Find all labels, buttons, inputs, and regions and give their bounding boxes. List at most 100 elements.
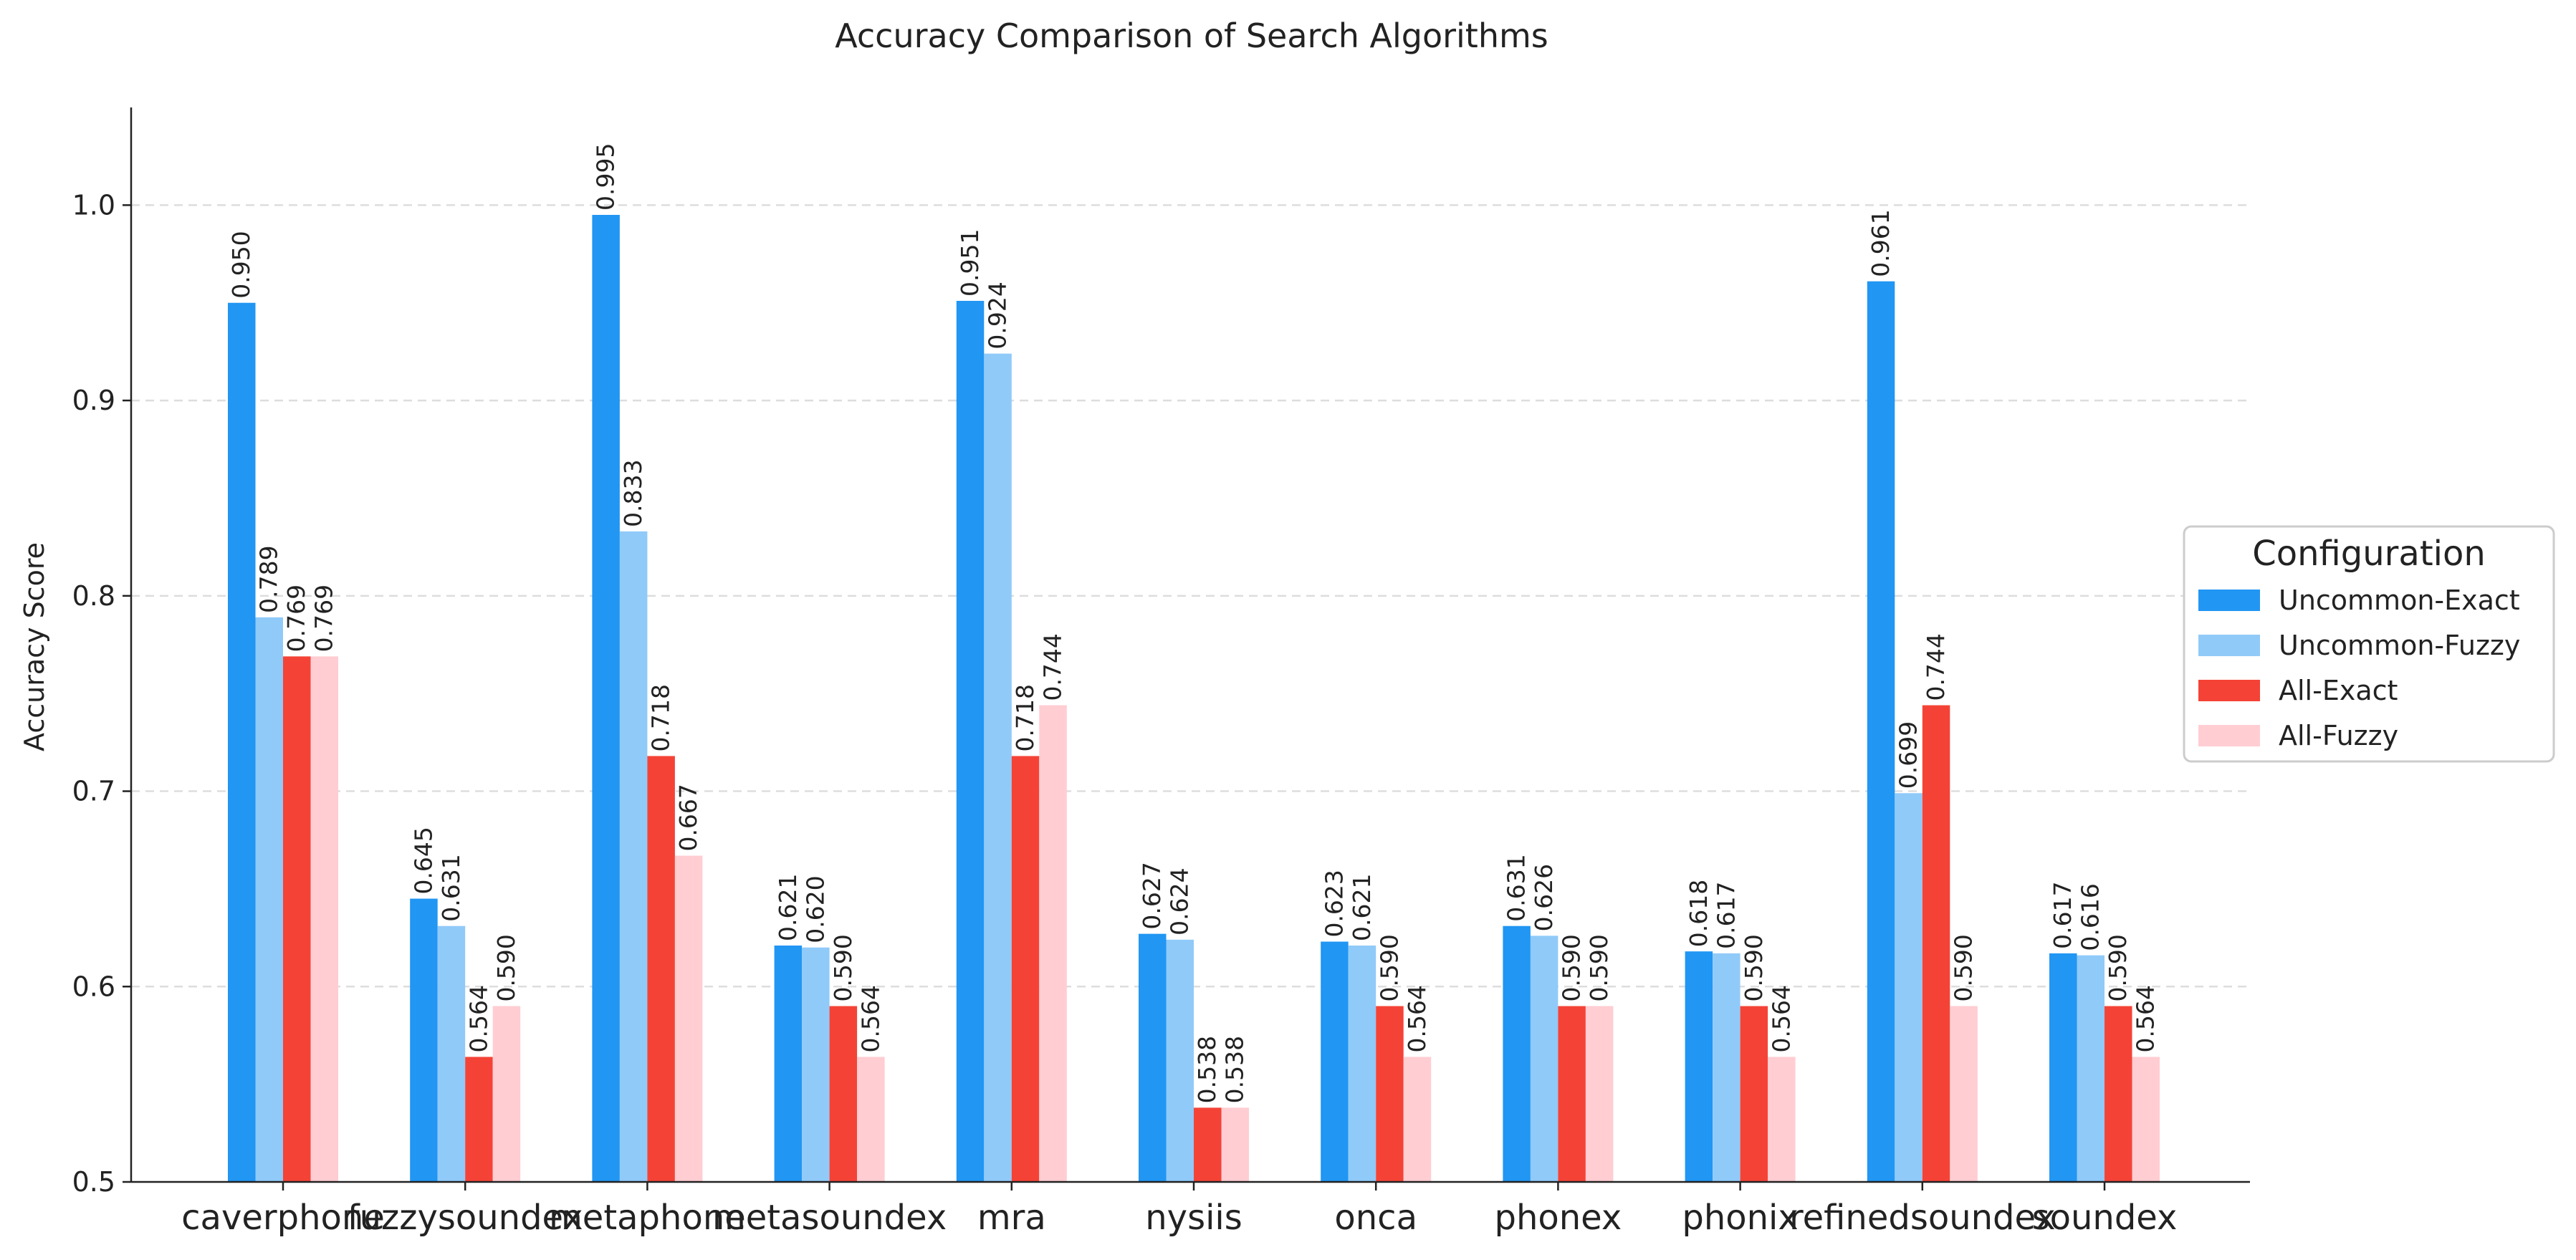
legend-label: Uncommon-Exact — [2279, 585, 2520, 616]
bar-all-exact-nysiis — [1194, 1107, 1222, 1182]
bar-all-fuzzy-nysiis — [1221, 1107, 1249, 1182]
bar-uncommon-fuzzy-caverphone — [255, 617, 283, 1182]
value-label: 0.538 — [1221, 1036, 1249, 1103]
bar-uncommon-exact-refinedsoundex — [1867, 281, 1895, 1182]
value-label: 0.789 — [255, 545, 283, 612]
value-label: 0.590 — [2104, 934, 2132, 1001]
bar-all-fuzzy-caverphone — [310, 656, 338, 1182]
bars — [228, 215, 2160, 1182]
bar-uncommon-exact-soundex — [2049, 953, 2077, 1182]
value-label: 0.833 — [619, 459, 647, 526]
bar-uncommon-fuzzy-fuzzysoundex — [437, 925, 466, 1182]
bar-uncommon-exact-caverphone — [228, 302, 256, 1182]
y-tick-label: 0.5 — [72, 1166, 115, 1198]
x-tick-label: metaphone — [549, 1198, 746, 1238]
value-label: 0.564 — [2132, 985, 2160, 1052]
value-label: 0.590 — [1950, 934, 1978, 1001]
bar-all-fuzzy-onca — [1403, 1057, 1432, 1182]
value-label: 0.924 — [984, 282, 1012, 349]
bar-uncommon-fuzzy-metasoundex — [802, 947, 830, 1182]
value-label: 0.769 — [282, 585, 310, 652]
value-label: 0.564 — [1403, 985, 1431, 1052]
legend-label: All-Fuzzy — [2279, 720, 2398, 751]
bar-uncommon-exact-metaphone — [592, 215, 620, 1182]
legend-label: Uncommon-Fuzzy — [2279, 630, 2520, 661]
x-tick-label: nysiis — [1145, 1198, 1242, 1238]
value-label: 0.961 — [1867, 209, 1895, 276]
value-label: 0.617 — [2049, 881, 2077, 948]
bar-all-exact-metaphone — [647, 756, 675, 1182]
value-label: 0.620 — [801, 875, 829, 943]
value-label: 0.538 — [1193, 1036, 1221, 1103]
x-tick-labels: caverphonefuzzysoundexmetaphonemetasound… — [181, 1182, 2177, 1238]
x-tick-label: caverphone — [181, 1198, 385, 1238]
bar-uncommon-fuzzy-phonex — [1530, 936, 1558, 1182]
legend-swatch-uncommon-exact — [2198, 590, 2260, 611]
value-label: 0.631 — [1503, 854, 1531, 921]
bar-all-fuzzy-phonex — [1585, 1006, 1614, 1182]
value-label: 0.590 — [1558, 934, 1586, 1001]
y-tick-label: 0.7 — [72, 776, 115, 807]
value-label: 0.564 — [1767, 985, 1795, 1052]
bar-all-fuzzy-mra — [1039, 705, 1067, 1182]
value-label: 0.616 — [2077, 883, 2105, 951]
bar-uncommon-fuzzy-refinedsoundex — [1895, 793, 1923, 1182]
bar-uncommon-exact-fuzzysoundex — [410, 898, 438, 1182]
bar-uncommon-fuzzy-phonix — [1713, 953, 1741, 1182]
bar-all-exact-metasoundex — [829, 1006, 858, 1182]
axes — [130, 107, 2250, 1183]
value-label: 0.951 — [956, 229, 984, 297]
x-tick-label: refinedsoundex — [1789, 1198, 2056, 1238]
value-label: 0.667 — [674, 784, 702, 851]
bar-all-exact-caverphone — [283, 656, 311, 1182]
bar-uncommon-exact-phonex — [1503, 925, 1531, 1182]
value-label: 0.645 — [409, 827, 437, 894]
value-label: 0.744 — [1039, 633, 1067, 701]
bar-all-fuzzy-metasoundex — [857, 1057, 885, 1182]
value-label: 0.718 — [647, 684, 675, 751]
x-tick-label: fuzzysoundex — [348, 1198, 583, 1238]
bar-all-exact-phonex — [1558, 1006, 1586, 1182]
value-label: 0.718 — [1011, 684, 1039, 751]
bar-uncommon-fuzzy-mra — [984, 353, 1012, 1182]
legend-frame — [2183, 525, 2555, 763]
bar-uncommon-exact-mra — [956, 301, 985, 1182]
bar-all-exact-onca — [1376, 1006, 1404, 1182]
value-label: 0.621 — [1348, 874, 1376, 941]
bar-all-fuzzy-refinedsoundex — [1950, 1006, 1978, 1182]
value-label: 0.624 — [1166, 867, 1194, 935]
y-tick-label: 0.8 — [72, 580, 115, 612]
bar-all-fuzzy-fuzzysoundex — [492, 1006, 521, 1182]
y-tick-label: 0.9 — [72, 385, 115, 416]
x-tick-label: phonix — [1682, 1198, 1798, 1238]
value-label: 0.627 — [1138, 862, 1166, 929]
bar-all-exact-refinedsoundex — [1922, 705, 1950, 1182]
bar-uncommon-exact-phonix — [1685, 951, 1713, 1182]
bar-uncommon-fuzzy-onca — [1348, 946, 1376, 1182]
bar-all-exact-fuzzysoundex — [465, 1057, 493, 1182]
y-tick-label: 0.6 — [72, 971, 115, 1002]
value-label: 0.590 — [1585, 934, 1613, 1001]
value-label: 0.631 — [437, 854, 465, 921]
x-tick-label: onca — [1334, 1198, 1417, 1238]
bar-all-exact-soundex — [2105, 1006, 2132, 1182]
bar-all-exact-mra — [1011, 756, 1040, 1182]
legend-title: Configuration — [2252, 534, 2486, 574]
value-label: 0.744 — [1922, 633, 1950, 701]
bar-all-fuzzy-soundex — [2132, 1057, 2160, 1182]
legend: Configuration Uncommon-Exact Uncommon-Fuz… — [2183, 525, 2555, 763]
value-label: 0.564 — [856, 985, 884, 1052]
value-label: 0.621 — [774, 874, 802, 941]
y-tick-labels: 0.5 0.6 0.7 0.8 0.9 1.0 — [72, 189, 131, 1198]
value-label: 0.590 — [1375, 934, 1403, 1001]
value-label: 0.950 — [227, 231, 255, 298]
value-label: 0.590 — [1740, 934, 1768, 1001]
legend-swatch-all-fuzzy — [2198, 725, 2260, 746]
bar-uncommon-exact-nysiis — [1139, 933, 1167, 1182]
x-tick-label: soundex — [2032, 1198, 2178, 1238]
bar-uncommon-fuzzy-nysiis — [1166, 939, 1194, 1182]
value-label: 0.590 — [492, 934, 520, 1001]
legend-label: All-Exact — [2279, 675, 2398, 706]
